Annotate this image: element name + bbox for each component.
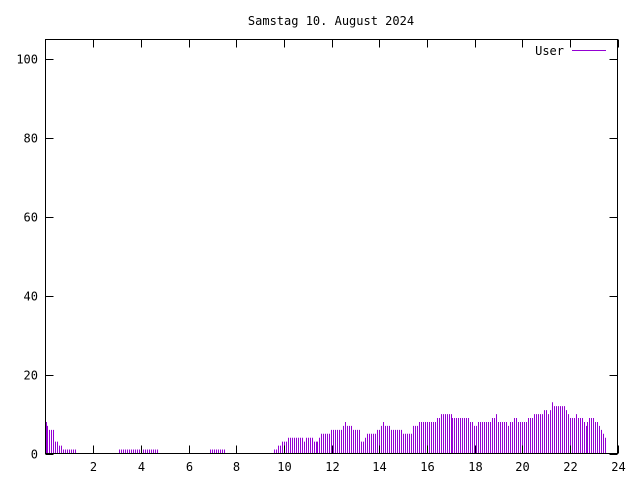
x-tick-label: 14 bbox=[372, 460, 386, 474]
plot-frame bbox=[45, 39, 618, 454]
y-tick-label: 40 bbox=[24, 290, 38, 304]
x-tick-label: 20 bbox=[515, 460, 529, 474]
x-tick-label: 2 bbox=[90, 460, 97, 474]
x-tick-label: 6 bbox=[186, 460, 193, 474]
x-tick-label: 4 bbox=[138, 460, 145, 474]
x-tick-label: 10 bbox=[277, 460, 291, 474]
x-tick-label: 8 bbox=[233, 460, 240, 474]
y-tick-label: 100 bbox=[16, 53, 38, 67]
y-tick-label: 0 bbox=[31, 448, 38, 462]
y-tick-label: 80 bbox=[24, 132, 38, 146]
y-tick-label: 20 bbox=[24, 369, 38, 383]
chart-title: Samstag 10. August 2024 bbox=[248, 14, 414, 28]
x-tick-label: 22 bbox=[563, 460, 577, 474]
bars-group bbox=[46, 402, 606, 454]
x-tick-label: 24 bbox=[611, 460, 625, 474]
y-tick-label: 60 bbox=[24, 211, 38, 225]
legend: User bbox=[535, 44, 606, 58]
legend-label-user: User bbox=[535, 44, 564, 58]
x-tick-label: 16 bbox=[420, 460, 434, 474]
x-tick-label: 18 bbox=[468, 460, 482, 474]
x-tick-label: 12 bbox=[325, 460, 339, 474]
